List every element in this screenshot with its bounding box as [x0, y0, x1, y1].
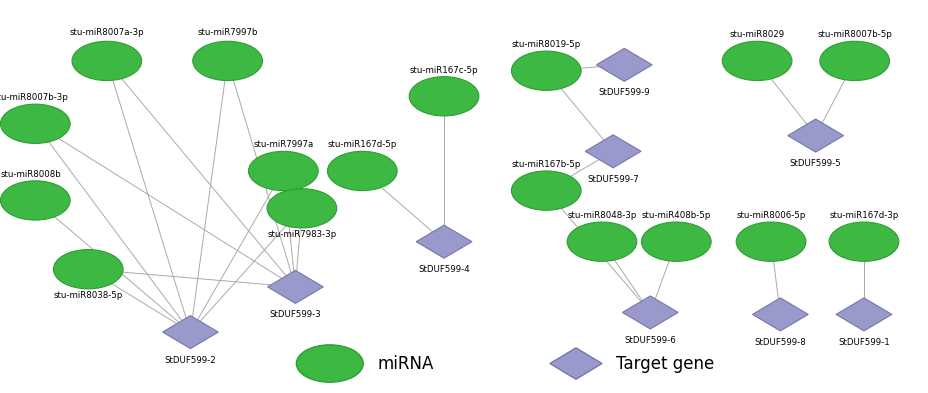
Ellipse shape	[1, 104, 71, 143]
Polygon shape	[162, 316, 218, 349]
Ellipse shape	[408, 77, 479, 116]
Ellipse shape	[296, 345, 363, 382]
Text: stu-miR7997a: stu-miR7997a	[253, 140, 313, 149]
Ellipse shape	[640, 222, 711, 261]
Ellipse shape	[819, 41, 889, 81]
Text: stu-miR408b-5p: stu-miR408b-5p	[641, 211, 710, 220]
Text: StDUF599-9: StDUF599-9	[598, 88, 650, 97]
Ellipse shape	[267, 189, 336, 228]
Text: stu-miR7997b: stu-miR7997b	[197, 28, 258, 37]
Text: stu-miR8007b-5p: stu-miR8007b-5p	[817, 30, 891, 39]
Text: Target gene: Target gene	[615, 354, 714, 373]
Polygon shape	[596, 48, 651, 81]
Text: stu-miR8007b-3p: stu-miR8007b-3p	[0, 93, 68, 102]
Ellipse shape	[72, 41, 141, 81]
Polygon shape	[585, 135, 640, 168]
Polygon shape	[416, 225, 471, 258]
Ellipse shape	[510, 51, 581, 90]
Text: stu-miR8006-5p: stu-miR8006-5p	[736, 211, 805, 220]
Text: StDUF599-8: StDUF599-8	[754, 338, 806, 347]
Polygon shape	[835, 298, 891, 331]
Text: StDUF599-3: StDUF599-3	[269, 310, 321, 320]
Ellipse shape	[249, 151, 317, 191]
Ellipse shape	[327, 151, 397, 191]
Text: StDUF599-2: StDUF599-2	[164, 356, 216, 365]
Polygon shape	[549, 348, 601, 379]
Ellipse shape	[510, 171, 581, 210]
Polygon shape	[752, 298, 807, 331]
Ellipse shape	[1, 181, 71, 220]
Text: stu-miR167c-5p: stu-miR167c-5p	[409, 66, 478, 75]
Text: stu-miR8038-5p: stu-miR8038-5p	[54, 291, 122, 300]
Text: stu-miR167d-3p: stu-miR167d-3p	[829, 211, 897, 220]
Ellipse shape	[54, 250, 122, 289]
Text: StDUF599-5: StDUF599-5	[789, 159, 841, 168]
Text: stu-miR8008b: stu-miR8008b	[0, 170, 61, 179]
Ellipse shape	[735, 222, 805, 261]
Polygon shape	[787, 119, 843, 152]
Text: stu-miR7983-3p: stu-miR7983-3p	[267, 230, 336, 239]
Ellipse shape	[829, 222, 898, 261]
Text: StDUF599-7: StDUF599-7	[586, 175, 638, 184]
Polygon shape	[622, 296, 677, 329]
Ellipse shape	[566, 222, 637, 261]
Text: stu-miR8007a-3p: stu-miR8007a-3p	[70, 28, 144, 37]
Text: miRNA: miRNA	[377, 354, 433, 373]
Text: stu-miR167d-5p: stu-miR167d-5p	[328, 140, 396, 149]
Text: StDUF599-1: StDUF599-1	[837, 338, 889, 347]
Text: StDUF599-4: StDUF599-4	[418, 265, 470, 274]
Ellipse shape	[722, 41, 791, 81]
Text: stu-miR8029: stu-miR8029	[728, 30, 784, 39]
Text: stu-miR8019-5p: stu-miR8019-5p	[511, 40, 580, 49]
Ellipse shape	[193, 41, 262, 81]
Polygon shape	[267, 270, 323, 303]
Text: stu-miR8048-3p: stu-miR8048-3p	[567, 211, 636, 220]
Text: StDUF599-6: StDUF599-6	[624, 336, 676, 345]
Text: stu-miR167b-5p: stu-miR167b-5p	[511, 160, 580, 169]
